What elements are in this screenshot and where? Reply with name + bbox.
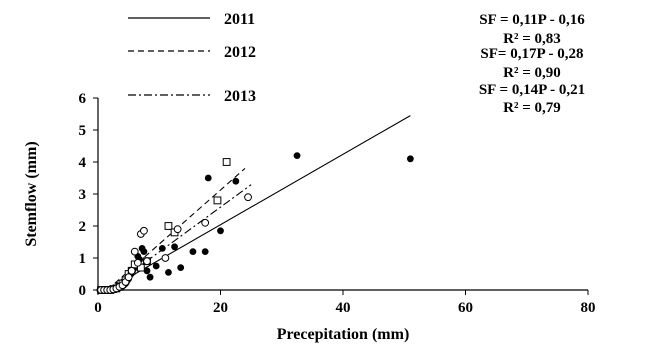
point-2011 [217, 227, 224, 235]
point-2011 [165, 269, 172, 276]
r-squared-label: R² = 0,90 [503, 65, 561, 81]
point-2013 [124, 273, 133, 282]
legend-label-2012: 2012 [224, 44, 256, 61]
point-2013 [173, 225, 182, 234]
y-tick-label: 5 [79, 123, 87, 139]
point-2011 [177, 264, 185, 271]
equation-label: SF = 0,14P - 0,21 [479, 82, 585, 98]
y-tick-label: 1 [79, 251, 87, 267]
point-2013 [133, 258, 142, 267]
fit-line-2011 [106, 115, 411, 291]
x-tick-label: 0 [94, 300, 102, 316]
point-2011 [232, 177, 240, 185]
point-2011 [189, 248, 197, 256]
point-2011 [158, 245, 166, 252]
x-tick-label: 60 [458, 300, 473, 316]
point-2013 [143, 257, 151, 266]
point-2011 [293, 152, 301, 160]
point-2012 [213, 196, 222, 205]
legend: 2011 2012 2013 [128, 11, 256, 105]
fit-line-2013 [106, 184, 252, 291]
y-tick-label: 2 [79, 219, 87, 235]
point-2011 [406, 155, 414, 163]
point-2011 [171, 243, 178, 251]
x-axis-title: Precepitation (mm) [277, 326, 410, 343]
point-2013 [140, 226, 148, 235]
y-tick-label: 0 [79, 283, 87, 299]
y-axis-title: Stemflow (mm) [23, 141, 40, 246]
point-2013 [127, 266, 136, 275]
regression-lines [106, 115, 411, 291]
point-2011 [143, 267, 151, 275]
point-2011 [201, 248, 209, 256]
point-2013 [161, 254, 170, 262]
x-tick-label: 40 [336, 300, 351, 316]
point-2013 [244, 193, 252, 202]
equation-label: SF= 0,17P - 0,28 [480, 46, 583, 62]
equation-label: SF = 0,11P - 0,16 [479, 12, 585, 28]
point-2012 [164, 222, 173, 230]
r-squared-label: R² = 0,79 [503, 100, 561, 116]
y-tick-label: 4 [79, 155, 87, 171]
point-2011 [146, 273, 154, 281]
point-2013 [130, 247, 139, 256]
point-2012 [222, 158, 231, 166]
point-2013 [201, 218, 210, 227]
point-2011 [204, 174, 212, 182]
legend-label-2013: 2013 [224, 88, 256, 105]
point-2011 [140, 248, 148, 256]
data-points [96, 152, 414, 294]
y-tick-label: 6 [79, 91, 87, 107]
point-2011 [152, 262, 160, 270]
y-tick-label: 3 [79, 187, 87, 203]
legend-label-2011: 2011 [224, 11, 255, 28]
x-tick-label: 80 [581, 300, 596, 316]
r-squared-label: R² = 0,83 [503, 31, 561, 47]
x-tick-label: 20 [213, 300, 228, 316]
